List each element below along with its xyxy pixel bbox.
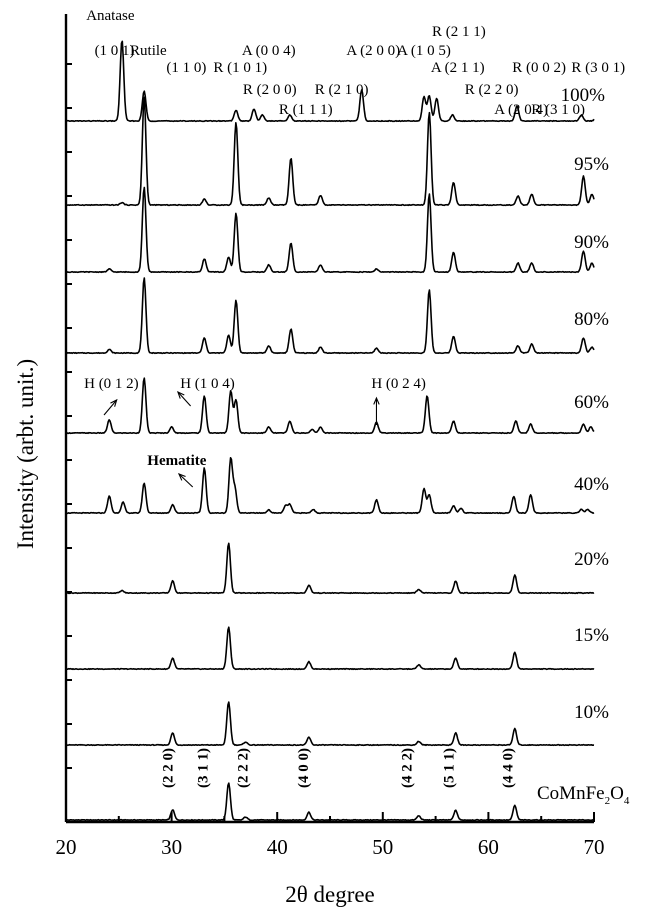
peak-label-top: A (2 1 1) xyxy=(431,60,485,76)
peak-label-top: R (1 0 1) xyxy=(213,60,267,76)
hematite-arrow-012 xyxy=(103,399,118,416)
series-label-3: 20% xyxy=(574,549,609,570)
peak-label-top: Rutile xyxy=(130,43,167,59)
peak-label-top: A (2 0 4) xyxy=(494,102,548,118)
hematite-arrow-40 xyxy=(178,473,194,488)
spinel-label: (2 2 0) xyxy=(161,748,177,788)
series-line-5 xyxy=(65,377,595,435)
series-labels: CoMnFe2O4 10% 15% 20% 40% 60% 80% 90% 95% 100% xyxy=(537,85,630,807)
peak-label-top: A (0 0 4) xyxy=(242,43,296,59)
hematite-arrow-40-head xyxy=(177,473,186,481)
series-line-4 xyxy=(65,456,595,515)
x-axis-title: 2θ degree xyxy=(285,882,375,907)
peak-label-top: R (2 1 1) xyxy=(432,24,486,40)
hematite-arrow-104-head xyxy=(176,390,185,399)
hematite-title: Hematite xyxy=(147,453,206,469)
spinel-label: (4 2 2) xyxy=(399,748,415,788)
hematite-label: H (1 0 4) xyxy=(180,376,235,392)
peak-label-top: Anatase xyxy=(86,8,135,24)
hematite-arrow-104 xyxy=(177,391,192,407)
series-line-2 xyxy=(65,626,595,671)
series-traces xyxy=(65,40,595,822)
series-label-compound: CoMnFe2O4 xyxy=(537,783,630,807)
x-ticks: 20 30 40 50 60 70 xyxy=(56,812,605,859)
spinel-label: (5 1 1) xyxy=(442,748,458,788)
series-line-9 xyxy=(65,40,595,123)
series-line-8 xyxy=(65,96,595,207)
hematite-label: H (0 2 4) xyxy=(371,376,426,392)
x-tick-label: 20 xyxy=(56,835,77,859)
y-axis-title: Intensity (arbt. unit.) xyxy=(13,359,38,549)
x-tick-label: 30 xyxy=(161,835,182,859)
y-ticks xyxy=(66,63,72,769)
peak-label-top: R (1 1 1) xyxy=(279,102,333,118)
x-tick-label: 40 xyxy=(267,835,288,859)
spinel-label: (4 4 0) xyxy=(501,748,517,788)
series-label-8: 95% xyxy=(574,154,609,175)
peak-label-top: A (1 0 5) xyxy=(397,43,451,59)
peak-label-top: R (3 0 1) xyxy=(571,60,625,76)
spinel-label: (4 0 0) xyxy=(296,748,312,788)
peak-label-top: (1 1 0) xyxy=(166,60,206,76)
series-label-4: 40% xyxy=(574,474,609,495)
x-tick-label: 60 xyxy=(478,835,499,859)
x-tick-label: 70 xyxy=(584,835,605,859)
peak-label-top: A (2 0 0) xyxy=(346,43,400,59)
series-label-6: 80% xyxy=(574,309,609,330)
series-line-3 xyxy=(65,542,595,595)
axes: 20 30 40 50 60 70 xyxy=(56,14,605,859)
x-tick-label: 50 xyxy=(372,835,393,859)
peak-label-top: R (0 0 2) xyxy=(512,60,566,76)
series-label-7: 90% xyxy=(574,232,609,253)
series-label-1: 10% xyxy=(574,702,609,723)
peak-annotations: Anatase (1 0 1)Rutile(1 1 0) R (1 0 1)A (0… xyxy=(84,8,625,788)
series-label-9: 100% xyxy=(561,85,606,106)
peak-label-top: R (3 1 0) xyxy=(531,102,585,118)
hematite-arrow-024-head xyxy=(373,396,380,405)
series-line-6 xyxy=(65,277,595,355)
hematite-arrow-012-head xyxy=(110,398,118,407)
series-line-7 xyxy=(65,186,595,274)
series-label-5: 60% xyxy=(574,392,609,413)
spinel-label: (3 1 1) xyxy=(196,748,212,788)
peak-label-top: R (2 0 0) xyxy=(243,82,297,98)
peak-label-top: (1 0 1) xyxy=(95,43,135,59)
peak-label-top: R (2 1 0) xyxy=(315,82,369,98)
peak-label-top: R (2 2 0) xyxy=(465,82,519,98)
hematite-label: H (0 1 2) xyxy=(84,376,139,392)
series-line-1 xyxy=(65,701,595,747)
series-label-2: 15% xyxy=(574,625,609,646)
spinel-label: (2 2 2) xyxy=(236,748,252,788)
